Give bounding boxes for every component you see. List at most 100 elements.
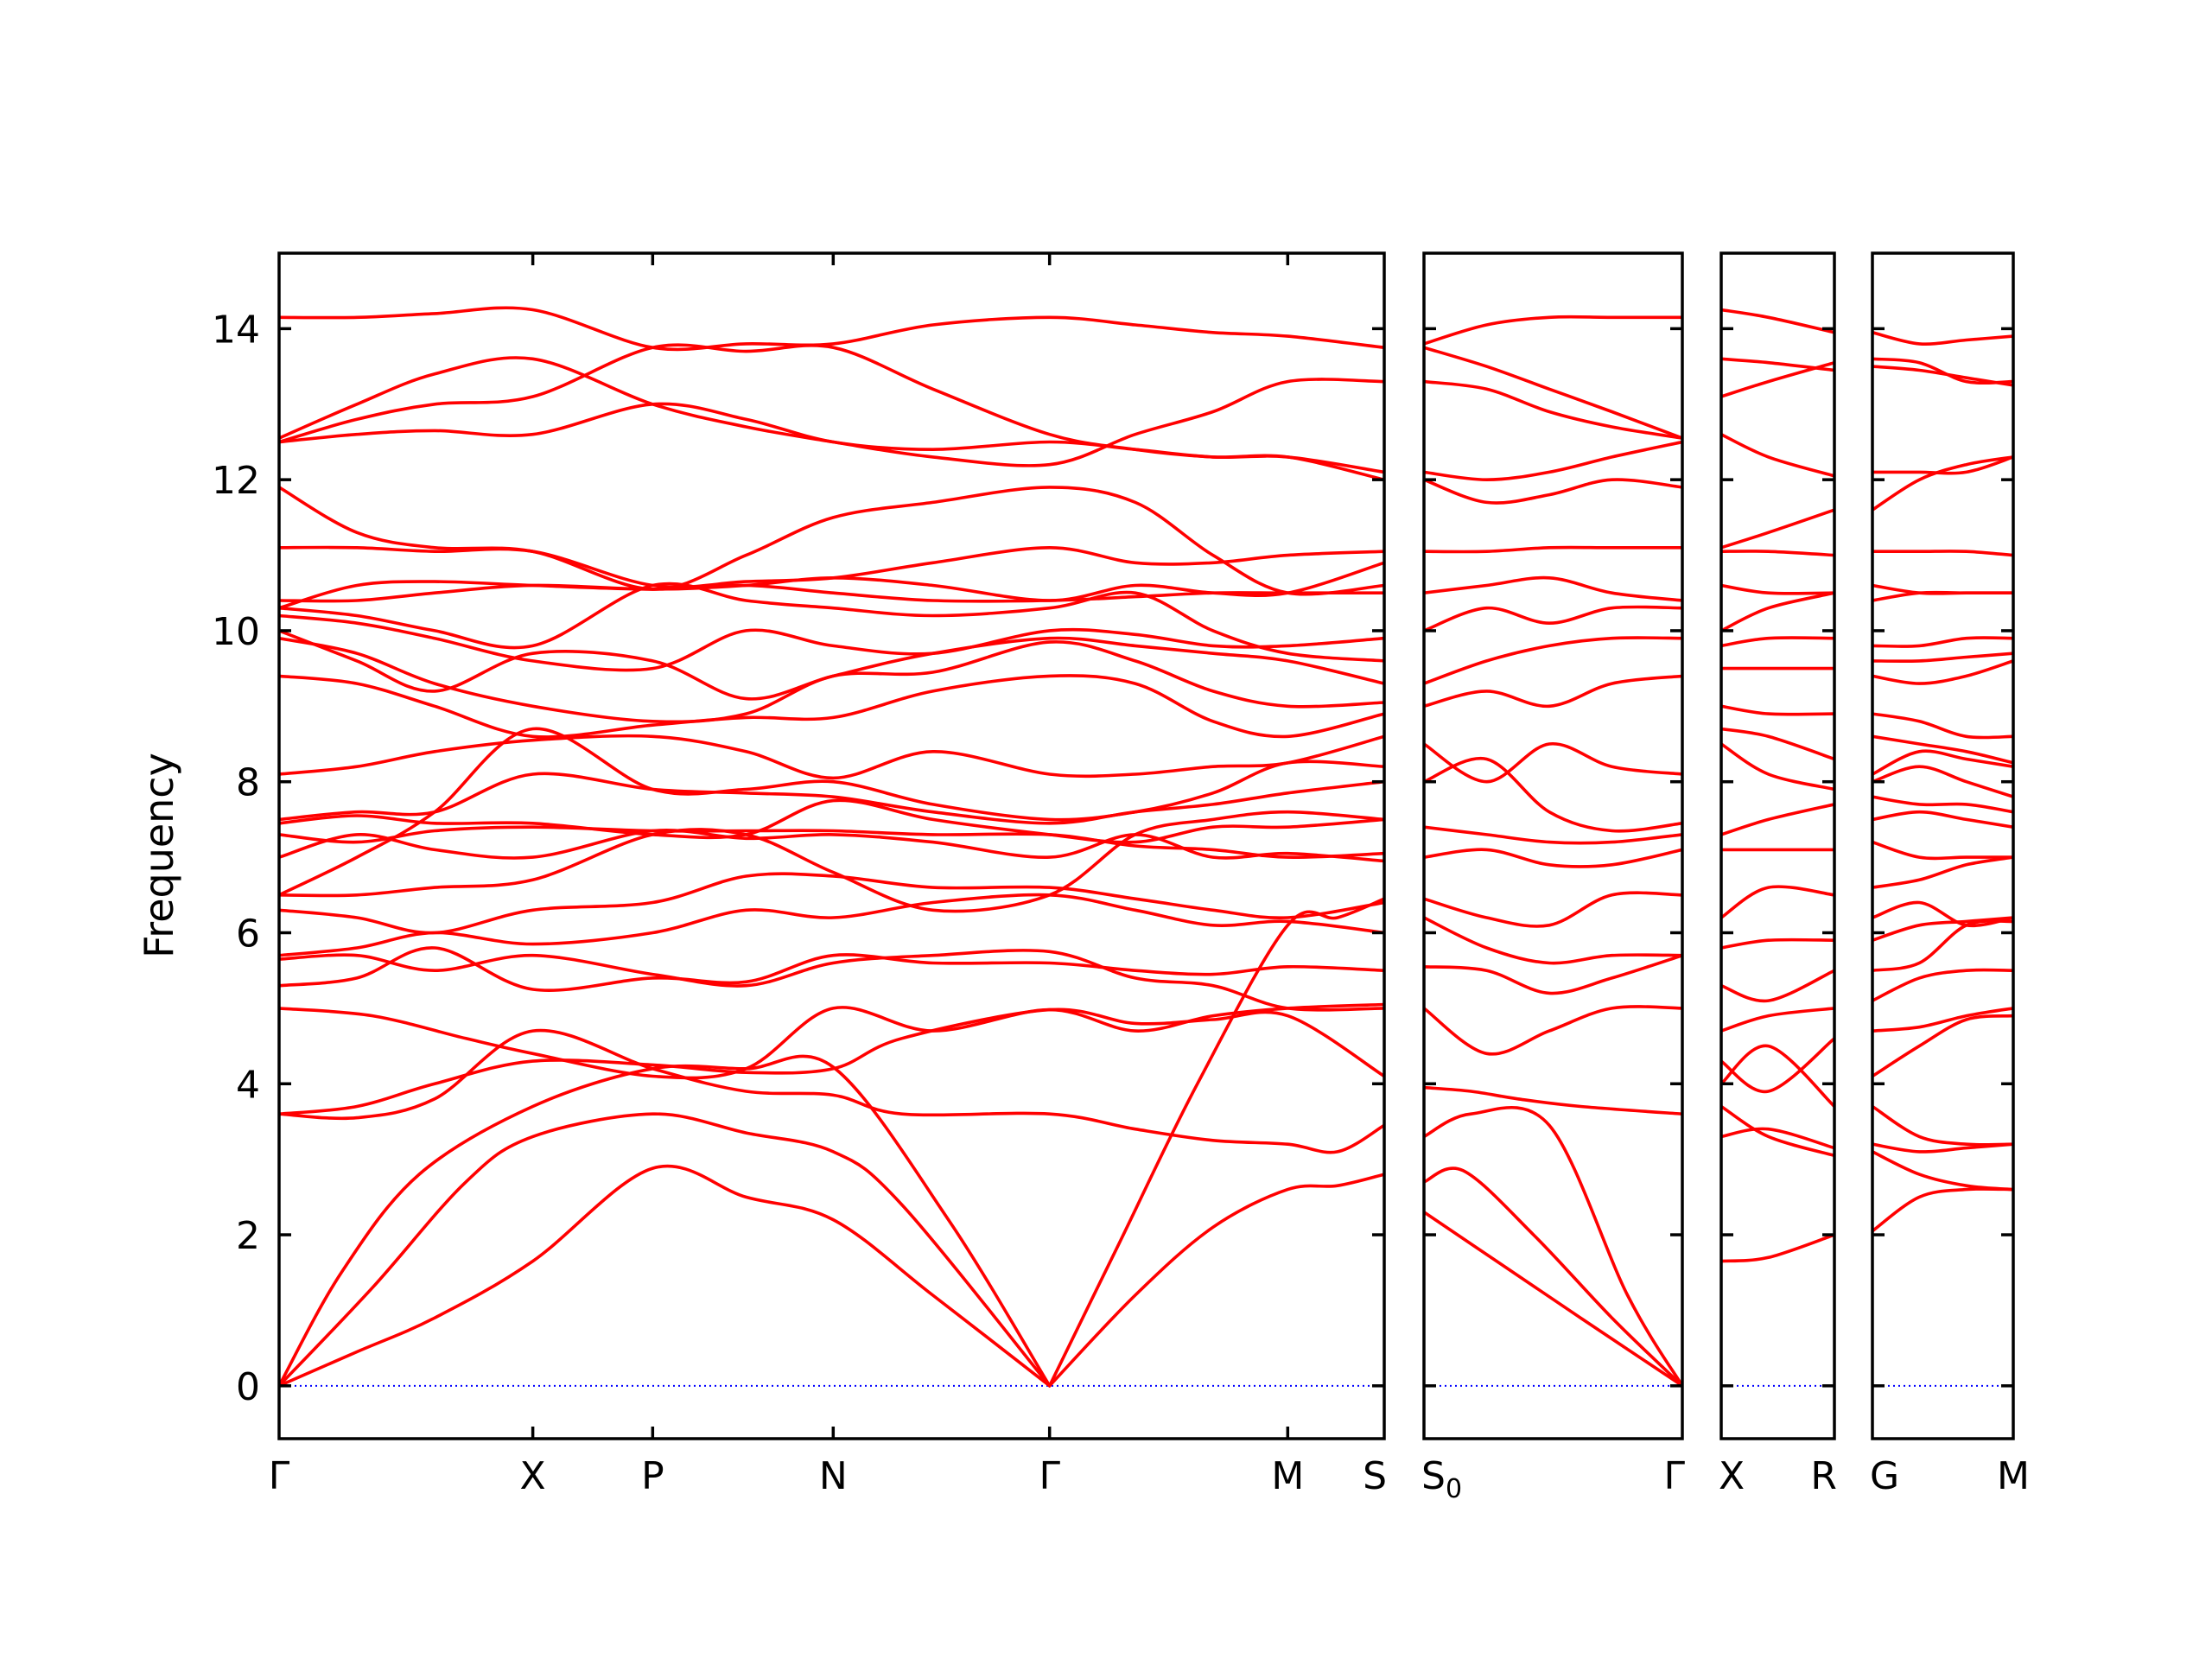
band-3-2 [1721, 1127, 1834, 1150]
band-1-30 [279, 343, 1384, 474]
band-1-7 [279, 1007, 1384, 1116]
band-2-15 [1424, 605, 1682, 632]
band-1-8 [279, 1002, 1384, 1080]
band-1-27 [279, 545, 1384, 589]
y-tick-label: 14 [212, 308, 260, 352]
band-2-13 [1424, 674, 1682, 709]
panel-frame-2 [1422, 251, 1684, 1440]
y-tick-label: 10 [212, 610, 260, 654]
panel-frame-4 [1871, 251, 2015, 1440]
band-4-24 [1872, 550, 2013, 557]
band-1-4 [1047, 1173, 1384, 1388]
band-1-16 [279, 798, 1384, 844]
band-4-19 [1872, 659, 2013, 685]
band-4-6 [1872, 1007, 2013, 1033]
panel-frame-3 [1719, 251, 1836, 1440]
band-2-12 [1424, 742, 1682, 784]
band-1-9 [279, 946, 1384, 992]
band-1-5 [1047, 897, 1384, 1388]
x-tick-label: M [1997, 1454, 2030, 1498]
band-4-13 [1872, 810, 2013, 829]
band-2-10 [1424, 825, 1682, 845]
band-4-1 [1872, 1187, 2013, 1233]
band-4-29 [1872, 331, 2013, 346]
band-1-24 [279, 582, 1384, 663]
band-1-20 [279, 674, 1384, 739]
band-2-6 [1424, 953, 1682, 995]
y-tick-label: 2 [236, 1214, 260, 1258]
band-2-8 [1424, 891, 1682, 928]
band-1-22 [279, 629, 1384, 701]
band-3-1 [1721, 1233, 1834, 1263]
panel-1: 0 2 4 6 8 10 12 14 Γ X P N Γ M S [212, 251, 1387, 1498]
band-4-16 [1872, 749, 2013, 776]
band-1-26 [279, 561, 1384, 610]
band-2-14 [1424, 636, 1682, 685]
band-1-32 [279, 306, 1384, 352]
band-3-16 [1721, 636, 1834, 648]
band-1-19 [279, 734, 1384, 780]
band-4-11 [1872, 855, 2013, 889]
band-3-13 [1721, 727, 1834, 761]
band-3-6 [1721, 1007, 1834, 1033]
y-tick-label: 4 [236, 1063, 260, 1107]
x-tick-label: N [819, 1454, 848, 1498]
band-4-28 [1872, 357, 2013, 385]
x-tick-label: P [641, 1454, 664, 1498]
band-3-18 [1721, 583, 1834, 595]
band-3-23 [1721, 357, 1834, 372]
band-2-3 [1424, 1105, 1682, 1388]
band-4-21 [1872, 636, 2013, 648]
band-1-17 [279, 772, 1384, 825]
band-2-18 [1424, 478, 1682, 505]
band-3-17 [1721, 591, 1834, 632]
x-tick-label: S0 [1421, 1454, 1462, 1504]
band-3-12 [1721, 742, 1834, 791]
band-4-26 [1872, 455, 2013, 475]
band-2-2 [1424, 1166, 1682, 1388]
band-2-11 [1424, 756, 1682, 833]
band-1-18 [279, 727, 1384, 897]
band-2-19 [1424, 440, 1682, 481]
y-tick-label: 12 [212, 459, 260, 503]
band-3-19 [1721, 550, 1834, 557]
band-1-13 [279, 810, 1384, 913]
band-3-7 [1721, 969, 1834, 1003]
band-3-21 [1721, 432, 1834, 478]
y-tick-label: 6 [236, 912, 260, 956]
band-4-9 [1872, 916, 2013, 942]
panel-2: S0 Γ [1421, 251, 1685, 1504]
band-3-11 [1721, 803, 1834, 836]
band-4-20 [1872, 652, 2013, 664]
x-tick-label: G [1870, 1454, 1899, 1498]
band-2-16 [1424, 575, 1682, 602]
band-3-22 [1721, 360, 1834, 398]
band-1-14 [279, 829, 1384, 863]
band-1-6 [279, 1028, 1384, 1154]
band-3-14 [1721, 704, 1834, 716]
band-1-11 [279, 893, 1384, 957]
band-3-8 [1721, 938, 1834, 950]
band-1-12 [279, 872, 1384, 935]
band-4-15 [1872, 765, 2013, 798]
band-2-4 [1424, 1085, 1682, 1116]
band-4-10 [1872, 900, 2013, 928]
band-4-4 [1872, 1104, 2013, 1147]
band-3-5 [1721, 1037, 1834, 1093]
band-1-28 [279, 486, 1384, 596]
band-1-23 [279, 613, 1384, 672]
y-tick-label: 0 [236, 1365, 260, 1409]
x-tick-label: Γ [1663, 1454, 1685, 1498]
band-1-31 [279, 356, 1384, 467]
band-group-1 [279, 306, 1384, 1388]
band-3-3 [1721, 1104, 1834, 1158]
x-tick-label: R [1810, 1454, 1837, 1498]
band-2-5 [1424, 1005, 1682, 1056]
band-group-3 [1721, 308, 1834, 1263]
band-4-14 [1872, 795, 2013, 814]
band-2-20 [1424, 379, 1682, 440]
